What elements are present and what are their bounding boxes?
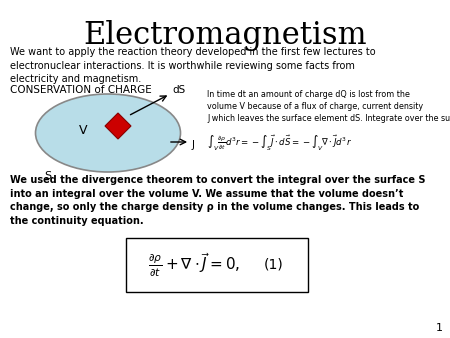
Text: We used the divergence theorem to convert the integral over the surface S
into a: We used the divergence theorem to conver… bbox=[10, 175, 426, 226]
Text: $\int_V \frac{\partial\rho}{\partial t}d^3r = -\int_S \vec{J}\cdot d\vec{S} = -\: $\int_V \frac{\partial\rho}{\partial t}d… bbox=[207, 134, 352, 153]
Text: We want to apply the reaction theory developed in the first few lectures to
elec: We want to apply the reaction theory dev… bbox=[10, 47, 376, 84]
Text: Electromagnetism: Electromagnetism bbox=[83, 20, 367, 51]
Text: In time dt an amount of charge dQ is lost from the
volume V because of a flux of: In time dt an amount of charge dQ is los… bbox=[207, 90, 450, 123]
Text: V: V bbox=[79, 124, 87, 138]
Text: J: J bbox=[192, 140, 195, 150]
Text: dS: dS bbox=[172, 85, 185, 95]
Text: S: S bbox=[45, 171, 52, 181]
Polygon shape bbox=[105, 113, 131, 139]
Ellipse shape bbox=[36, 94, 180, 172]
Text: $\frac{\partial\rho}{\partial t} + \nabla\cdot\vec{J} = 0,$: $\frac{\partial\rho}{\partial t} + \nabl… bbox=[148, 251, 240, 279]
Text: CONSERVATION of CHARGE: CONSERVATION of CHARGE bbox=[10, 85, 152, 95]
Text: (1): (1) bbox=[264, 258, 284, 272]
Text: 1: 1 bbox=[436, 323, 443, 333]
FancyBboxPatch shape bbox=[126, 238, 308, 292]
